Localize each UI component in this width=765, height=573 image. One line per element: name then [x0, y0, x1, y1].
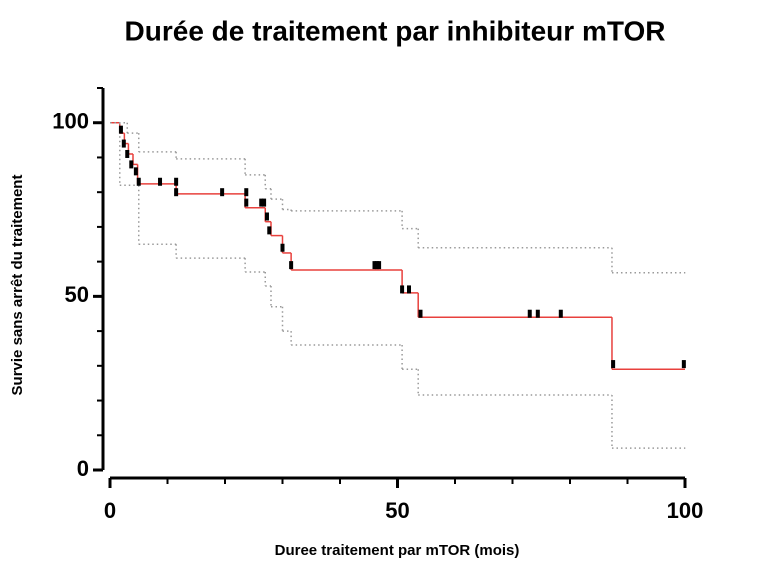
censor-mark	[289, 261, 294, 270]
chart-title: Durée de traitement par inhibiteur mTOR	[125, 15, 666, 46]
censor-mark	[407, 285, 411, 294]
censor-mark	[158, 177, 163, 186]
censor-mark	[400, 285, 405, 294]
censor-mark	[220, 188, 225, 197]
censor-mark	[527, 309, 532, 318]
x-tick-label: 50	[385, 498, 409, 523]
y-tick-label: 50	[65, 282, 89, 307]
censor-mark	[280, 243, 285, 252]
y-tick-label: 100	[52, 109, 89, 134]
censor-mark	[136, 177, 141, 186]
censor-mark	[244, 188, 249, 197]
censor-mark	[558, 309, 563, 318]
censor-mark	[418, 309, 423, 318]
censor-mark	[133, 167, 138, 176]
censor-mark	[244, 198, 249, 207]
x-axis-label: Duree traitement par mTOR (mois)	[275, 542, 520, 559]
censor-mark	[121, 139, 126, 148]
censor-mark	[125, 149, 130, 158]
censor-mark	[535, 309, 540, 318]
censor-mark	[611, 360, 616, 369]
censor-mark	[174, 188, 179, 197]
censor-mark	[372, 261, 377, 270]
censor-mark	[259, 198, 264, 207]
x-tick-label: 100	[667, 498, 704, 523]
censor-mark	[118, 125, 123, 134]
censor-mark	[374, 261, 379, 270]
censor-mark	[681, 360, 686, 369]
censor-mark	[262, 198, 267, 207]
x-tick-label: 0	[104, 498, 116, 523]
censor-mark	[174, 177, 179, 186]
censor-mark	[264, 212, 269, 221]
censor-mark	[377, 261, 382, 270]
censor-mark	[129, 160, 134, 169]
y-tick-label: 0	[77, 456, 89, 481]
censor-mark	[267, 226, 272, 235]
y-axis-label: Survie sans arrêt du traitement	[9, 175, 26, 396]
